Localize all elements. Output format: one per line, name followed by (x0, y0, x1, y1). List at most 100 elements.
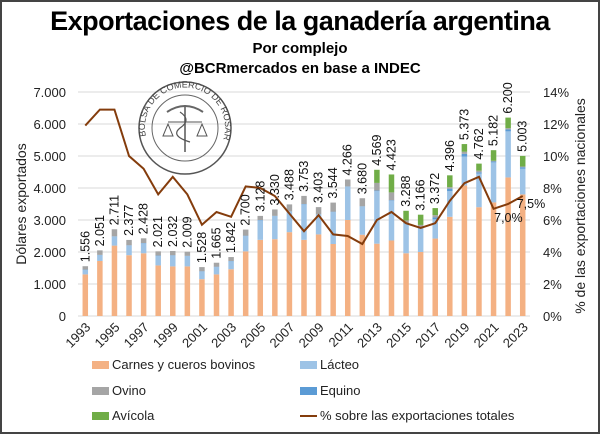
bar-segment-l-cteo (242, 236, 249, 252)
x-tick-label: 2007 (266, 320, 297, 351)
bar-segment-l-cteo (170, 255, 176, 267)
bar-segment-av-cola (490, 150, 497, 161)
x-tick-label: 1993 (62, 320, 93, 351)
bar-segment-l-cteo (126, 245, 132, 256)
legend-item: Lácteo (300, 357, 359, 372)
bar-segment-l-cteo (140, 243, 147, 254)
bar-segment-carnes-y-cueros-bovinos (184, 266, 191, 316)
total-label: 3.128 (253, 181, 267, 212)
bar-segment-l-cteo (359, 206, 366, 235)
x-tick-label: 2011 (325, 320, 355, 350)
bar-segment-equino (490, 161, 497, 163)
bar-segment-ovino (301, 195, 307, 204)
bar-segment-carnes-y-cueros-bovinos (447, 216, 453, 316)
bar-segment-carnes-y-cueros-bovinos (155, 265, 161, 316)
bar-segment-equino (476, 172, 482, 174)
bar-segment-ovino (374, 182, 380, 191)
x-tick-label: 2015 (383, 320, 414, 351)
total-label: 2.700 (239, 194, 253, 225)
total-label: 5.373 (457, 109, 471, 140)
total-label: 2.009 (180, 216, 194, 247)
bar-segment-equino (432, 217, 438, 220)
y2-tick-label: 0% (543, 309, 562, 324)
bar-segment-l-cteo (213, 267, 220, 275)
y-tick-label: 3.000 (33, 213, 66, 228)
bar-segment-ovino (417, 224, 424, 228)
chart-subtitle: Por complejo (252, 40, 348, 57)
total-label: 2.377 (122, 205, 136, 236)
bar-segment-carnes-y-cueros-bovinos (286, 232, 293, 316)
total-label: 2.428 (137, 203, 151, 234)
bar-segment-equino (374, 190, 380, 192)
bar-segment-l-cteo (388, 200, 395, 241)
x-tick-label: 2013 (354, 320, 385, 351)
bar-segment-carnes-y-cueros-bovinos (417, 252, 424, 316)
legend-item: Avícola (92, 408, 154, 423)
chart-title: Exportaciones de la ganadería argentina (50, 6, 550, 36)
bar-segment-l-cteo (403, 223, 409, 254)
x-tick-label: 2003 (208, 320, 239, 351)
bar-segment-ovino (155, 251, 161, 256)
bar-segment-carnes-y-cueros-bovinos (257, 239, 264, 316)
legend-label: Lácteo (320, 357, 360, 372)
bar-segment-carnes-y-cueros-bovinos (344, 220, 351, 316)
bar-segment-l-cteo (228, 261, 234, 270)
bar-segment-av-cola (461, 144, 468, 152)
total-label: 3.288 (399, 175, 413, 206)
bar-segment-carnes-y-cueros-bovinos (490, 202, 497, 316)
total-label: 1.665 (210, 227, 224, 258)
x-tick-label: 2005 (237, 320, 268, 351)
y-tick-label: 0 (59, 309, 66, 324)
bar-segment-ovino (490, 160, 497, 162)
bar-segment-carnes-y-cueros-bovinos (126, 255, 132, 316)
y2-tick-label: 10% (543, 149, 569, 164)
total-label: 3.544 (326, 167, 340, 198)
bar-segment-av-cola (505, 117, 511, 129)
bar-segment-ovino (111, 229, 118, 237)
legend-item: Equino (300, 383, 360, 398)
total-label: 3.680 (355, 163, 369, 194)
total-label: 3.753 (297, 161, 311, 192)
bar-segment-ovino (213, 262, 220, 267)
bar-segment-carnes-y-cueros-bovinos (111, 245, 118, 316)
legend-item: Carnes y cueros bovinos (92, 357, 255, 372)
bar-segment-l-cteo (97, 255, 103, 261)
bar-segment-l-cteo (374, 191, 380, 244)
bar-segment-l-cteo (344, 186, 351, 220)
bar-segment-ovino (272, 209, 278, 216)
total-label: 1.528 (195, 232, 209, 263)
y-tick-label: 2.000 (33, 245, 66, 260)
y-tick-label: 4.000 (33, 181, 66, 196)
bar-segment-ovino (447, 187, 453, 189)
bar-segment-ovino (126, 239, 132, 246)
legend-swatch (300, 414, 317, 417)
total-label: 1.842 (224, 222, 238, 253)
bar-segment-ovino (257, 215, 264, 220)
bar-segment-l-cteo (432, 219, 438, 239)
bar-segment-ovino (140, 238, 147, 244)
y-tick-label: 5.000 (33, 149, 66, 164)
x-tick-label: 2023 (500, 320, 531, 351)
bar-segment-ovino (82, 266, 89, 270)
bar-segment-ovino (97, 250, 103, 255)
y2-tick-label: 14% (543, 85, 569, 100)
legend-swatch (92, 360, 109, 369)
bar-segment-l-cteo (155, 255, 161, 266)
y-axis-label: Dólares exportados (13, 143, 29, 264)
y2-tick-label: 2% (543, 277, 562, 292)
bar-segment-l-cteo (461, 156, 468, 186)
bar-segment-carnes-y-cueros-bovinos (505, 177, 511, 316)
bar-segment-carnes-y-cueros-bovinos (403, 253, 409, 316)
y2-tick-label: 4% (543, 245, 562, 260)
bar-segment-ovino (461, 151, 468, 154)
bar-segment-carnes-y-cueros-bovinos (388, 240, 395, 316)
total-label: 4.396 (443, 140, 457, 171)
bar-segment-av-cola (388, 174, 395, 193)
legend-item: Ovino (92, 383, 146, 398)
bar-segment-ovino (388, 192, 395, 201)
bar-segment-carnes-y-cueros-bovinos (374, 243, 380, 316)
legend-label: Avícola (112, 408, 155, 423)
bar-segment-ovino (228, 257, 234, 261)
